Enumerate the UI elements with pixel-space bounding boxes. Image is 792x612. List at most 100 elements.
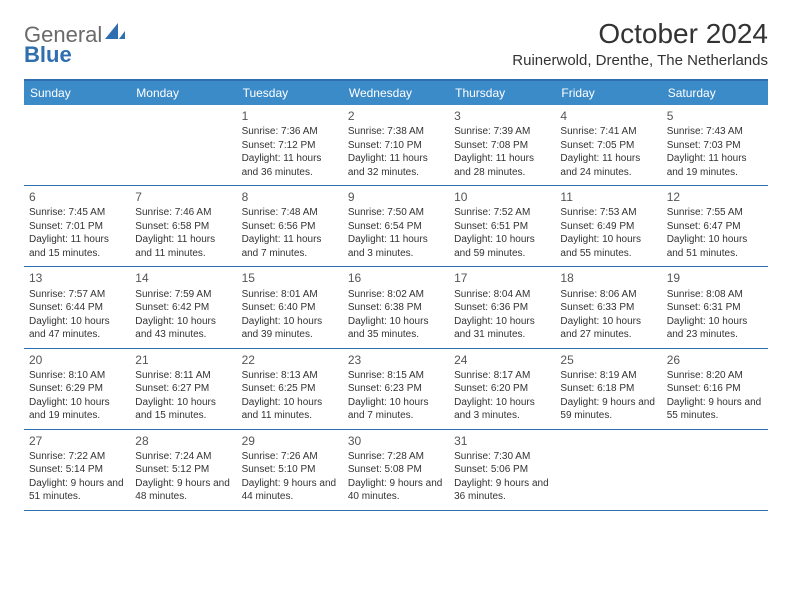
day-cell: 15 Sunrise: 8:01 AMSunset: 6:40 PMDayligh… [237,267,343,347]
dow-cell: Sunday [24,81,130,105]
sunrise-text: Sunrise: 7:57 AM [29,288,125,302]
sunrise-text: Sunrise: 8:15 AM [348,369,444,383]
day-number: 3 [454,108,550,124]
day-cell [24,105,130,185]
daylight-text: Daylight: 10 hours and 55 minutes. [560,233,656,260]
day-cell: 21Sunrise: 8:11 AMSunset: 6:27 PMDayligh… [130,349,236,429]
sunset-text: Sunset: 7:12 PM [242,139,338,153]
sunset-text: Sunset: 6:36 PM [454,301,550,315]
daylight-text: Daylight: 9 hours and 51 minutes. [29,477,125,504]
dow-cell: Wednesday [343,81,449,105]
sunset-text: Sunset: 7:01 PM [29,220,125,234]
sunrise-text: Sunrise: 7:52 AM [454,206,550,220]
day-cell: 28Sunrise: 7:24 AMSunset: 5:12 PMDayligh… [130,430,236,510]
day-cell: 4Sunrise: 7:41 AMSunset: 7:05 PMDaylight… [555,105,661,185]
week-row: 1Sunrise: 7:36 AMSunset: 7:12 PMDaylight… [24,105,768,186]
sunset-text: Sunset: 6:38 PM [348,301,444,315]
sunrise-text: Sunrise: 7:43 AM [667,125,763,139]
week-row: 6Sunrise: 7:45 AMSunset: 7:01 PMDaylight… [24,186,768,267]
daylight-text: Daylight: 11 hours and 19 minutes. [667,152,763,179]
day-cell: 25Sunrise: 8:19 AMSunset: 6:18 PMDayligh… [555,349,661,429]
day-number: 26 [667,352,763,368]
daylight-text: Daylight: 10 hours and 23 minutes. [667,315,763,342]
location: Ruinerwold, Drenthe, The Netherlands [512,52,768,69]
day-number: 21 [135,352,231,368]
sunset-text: Sunset: 6:51 PM [454,220,550,234]
sunrise-text: Sunrise: 8:08 AM [667,288,763,302]
sunrise-text: Sunrise: 7:46 AM [135,206,231,220]
sunset-text: Sunset: 6:40 PM [242,301,338,315]
sunset-text: Sunset: 5:10 PM [242,463,338,477]
sunset-text: Sunset: 6:18 PM [560,382,656,396]
week-row: 27Sunrise: 7:22 AMSunset: 5:14 PMDayligh… [24,430,768,511]
day-number: 17 [454,270,550,286]
day-number: 25 [560,352,656,368]
day-cell: 18Sunrise: 8:06 AMSunset: 6:33 PMDayligh… [555,267,661,347]
sunrise-text: Sunrise: 7:28 AM [348,450,444,464]
daylight-text: Daylight: 11 hours and 15 minutes. [29,233,125,260]
daylight-text: Daylight: 10 hours and 15 minutes. [135,396,231,423]
daylight-text: Daylight: 9 hours and 48 minutes. [135,477,231,504]
day-cell: 9Sunrise: 7:50 AMSunset: 6:54 PMDaylight… [343,186,449,266]
day-cell: 17Sunrise: 8:04 AMSunset: 6:36 PMDayligh… [449,267,555,347]
dow-cell: Saturday [662,81,768,105]
daylight-text: Daylight: 10 hours and 51 minutes. [667,233,763,260]
daylight-text: Daylight: 11 hours and 32 minutes. [348,152,444,179]
day-number: 10 [454,189,550,205]
sunrise-text: Sunrise: 8:11 AM [135,369,231,383]
sunrise-text: Sunrise: 8:01 AM [242,288,338,302]
sunset-text: Sunset: 6:20 PM [454,382,550,396]
day-number: 7 [135,189,231,205]
sunset-text: Sunset: 7:10 PM [348,139,444,153]
day-cell: 22Sunrise: 8:13 AMSunset: 6:25 PMDayligh… [237,349,343,429]
dow-cell: Thursday [449,81,555,105]
days-of-week-row: SundayMondayTuesdayWednesdayThursdayFrid… [24,81,768,105]
daylight-text: Daylight: 10 hours and 31 minutes. [454,315,550,342]
sunrise-text: Sunrise: 8:06 AM [560,288,656,302]
sunset-text: Sunset: 5:08 PM [348,463,444,477]
day-cell: 5Sunrise: 7:43 AMSunset: 7:03 PMDaylight… [662,105,768,185]
day-cell: 7Sunrise: 7:46 AMSunset: 6:58 PMDaylight… [130,186,236,266]
daylight-text: Daylight: 10 hours and 39 minutes. [242,315,338,342]
day-cell: 12Sunrise: 7:55 AMSunset: 6:47 PMDayligh… [662,186,768,266]
day-cell: 3Sunrise: 7:39 AMSunset: 7:08 PMDaylight… [449,105,555,185]
sunrise-text: Sunrise: 7:39 AM [454,125,550,139]
day-number: 5 [667,108,763,124]
month-title: October 2024 [512,18,768,50]
day-number: 4 [560,108,656,124]
daylight-text: Daylight: 10 hours and 11 minutes. [242,396,338,423]
day-cell: 1Sunrise: 7:36 AMSunset: 7:12 PMDaylight… [237,105,343,185]
day-number: 24 [454,352,550,368]
daylight-text: Daylight: 10 hours and 19 minutes. [29,396,125,423]
day-number: 29 [242,433,338,449]
sunrise-text: Sunrise: 7:59 AM [135,288,231,302]
daylight-text: Daylight: 9 hours and 36 minutes. [454,477,550,504]
daylight-text: Daylight: 10 hours and 59 minutes. [454,233,550,260]
daylight-text: Daylight: 11 hours and 7 minutes. [242,233,338,260]
sunrise-text: Sunrise: 7:50 AM [348,206,444,220]
sunrise-text: Sunrise: 7:45 AM [29,206,125,220]
sunset-text: Sunset: 5:12 PM [135,463,231,477]
sunset-text: Sunset: 6:42 PM [135,301,231,315]
daylight-text: Daylight: 11 hours and 3 minutes. [348,233,444,260]
day-number: 2 [348,108,444,124]
sunrise-text: Sunrise: 7:41 AM [560,125,656,139]
daylight-text: Daylight: 10 hours and 35 minutes. [348,315,444,342]
day-number: 30 [348,433,444,449]
day-number: 31 [454,433,550,449]
sunset-text: Sunset: 6:47 PM [667,220,763,234]
sunset-text: Sunset: 7:05 PM [560,139,656,153]
day-number: 14 [135,270,231,286]
sunrise-text: Sunrise: 7:30 AM [454,450,550,464]
day-number: 15 [242,270,338,286]
sunset-text: Sunset: 6:49 PM [560,220,656,234]
day-cell: 2Sunrise: 7:38 AMSunset: 7:10 PMDaylight… [343,105,449,185]
dow-cell: Friday [555,81,661,105]
day-cell: 8Sunrise: 7:48 AMSunset: 6:56 PMDaylight… [237,186,343,266]
sunset-text: Sunset: 6:33 PM [560,301,656,315]
sunrise-text: Sunrise: 7:26 AM [242,450,338,464]
week-row: 20Sunrise: 8:10 AMSunset: 6:29 PMDayligh… [24,349,768,430]
day-cell: 20Sunrise: 8:10 AMSunset: 6:29 PMDayligh… [24,349,130,429]
sunrise-text: Sunrise: 7:24 AM [135,450,231,464]
sunset-text: Sunset: 6:27 PM [135,382,231,396]
